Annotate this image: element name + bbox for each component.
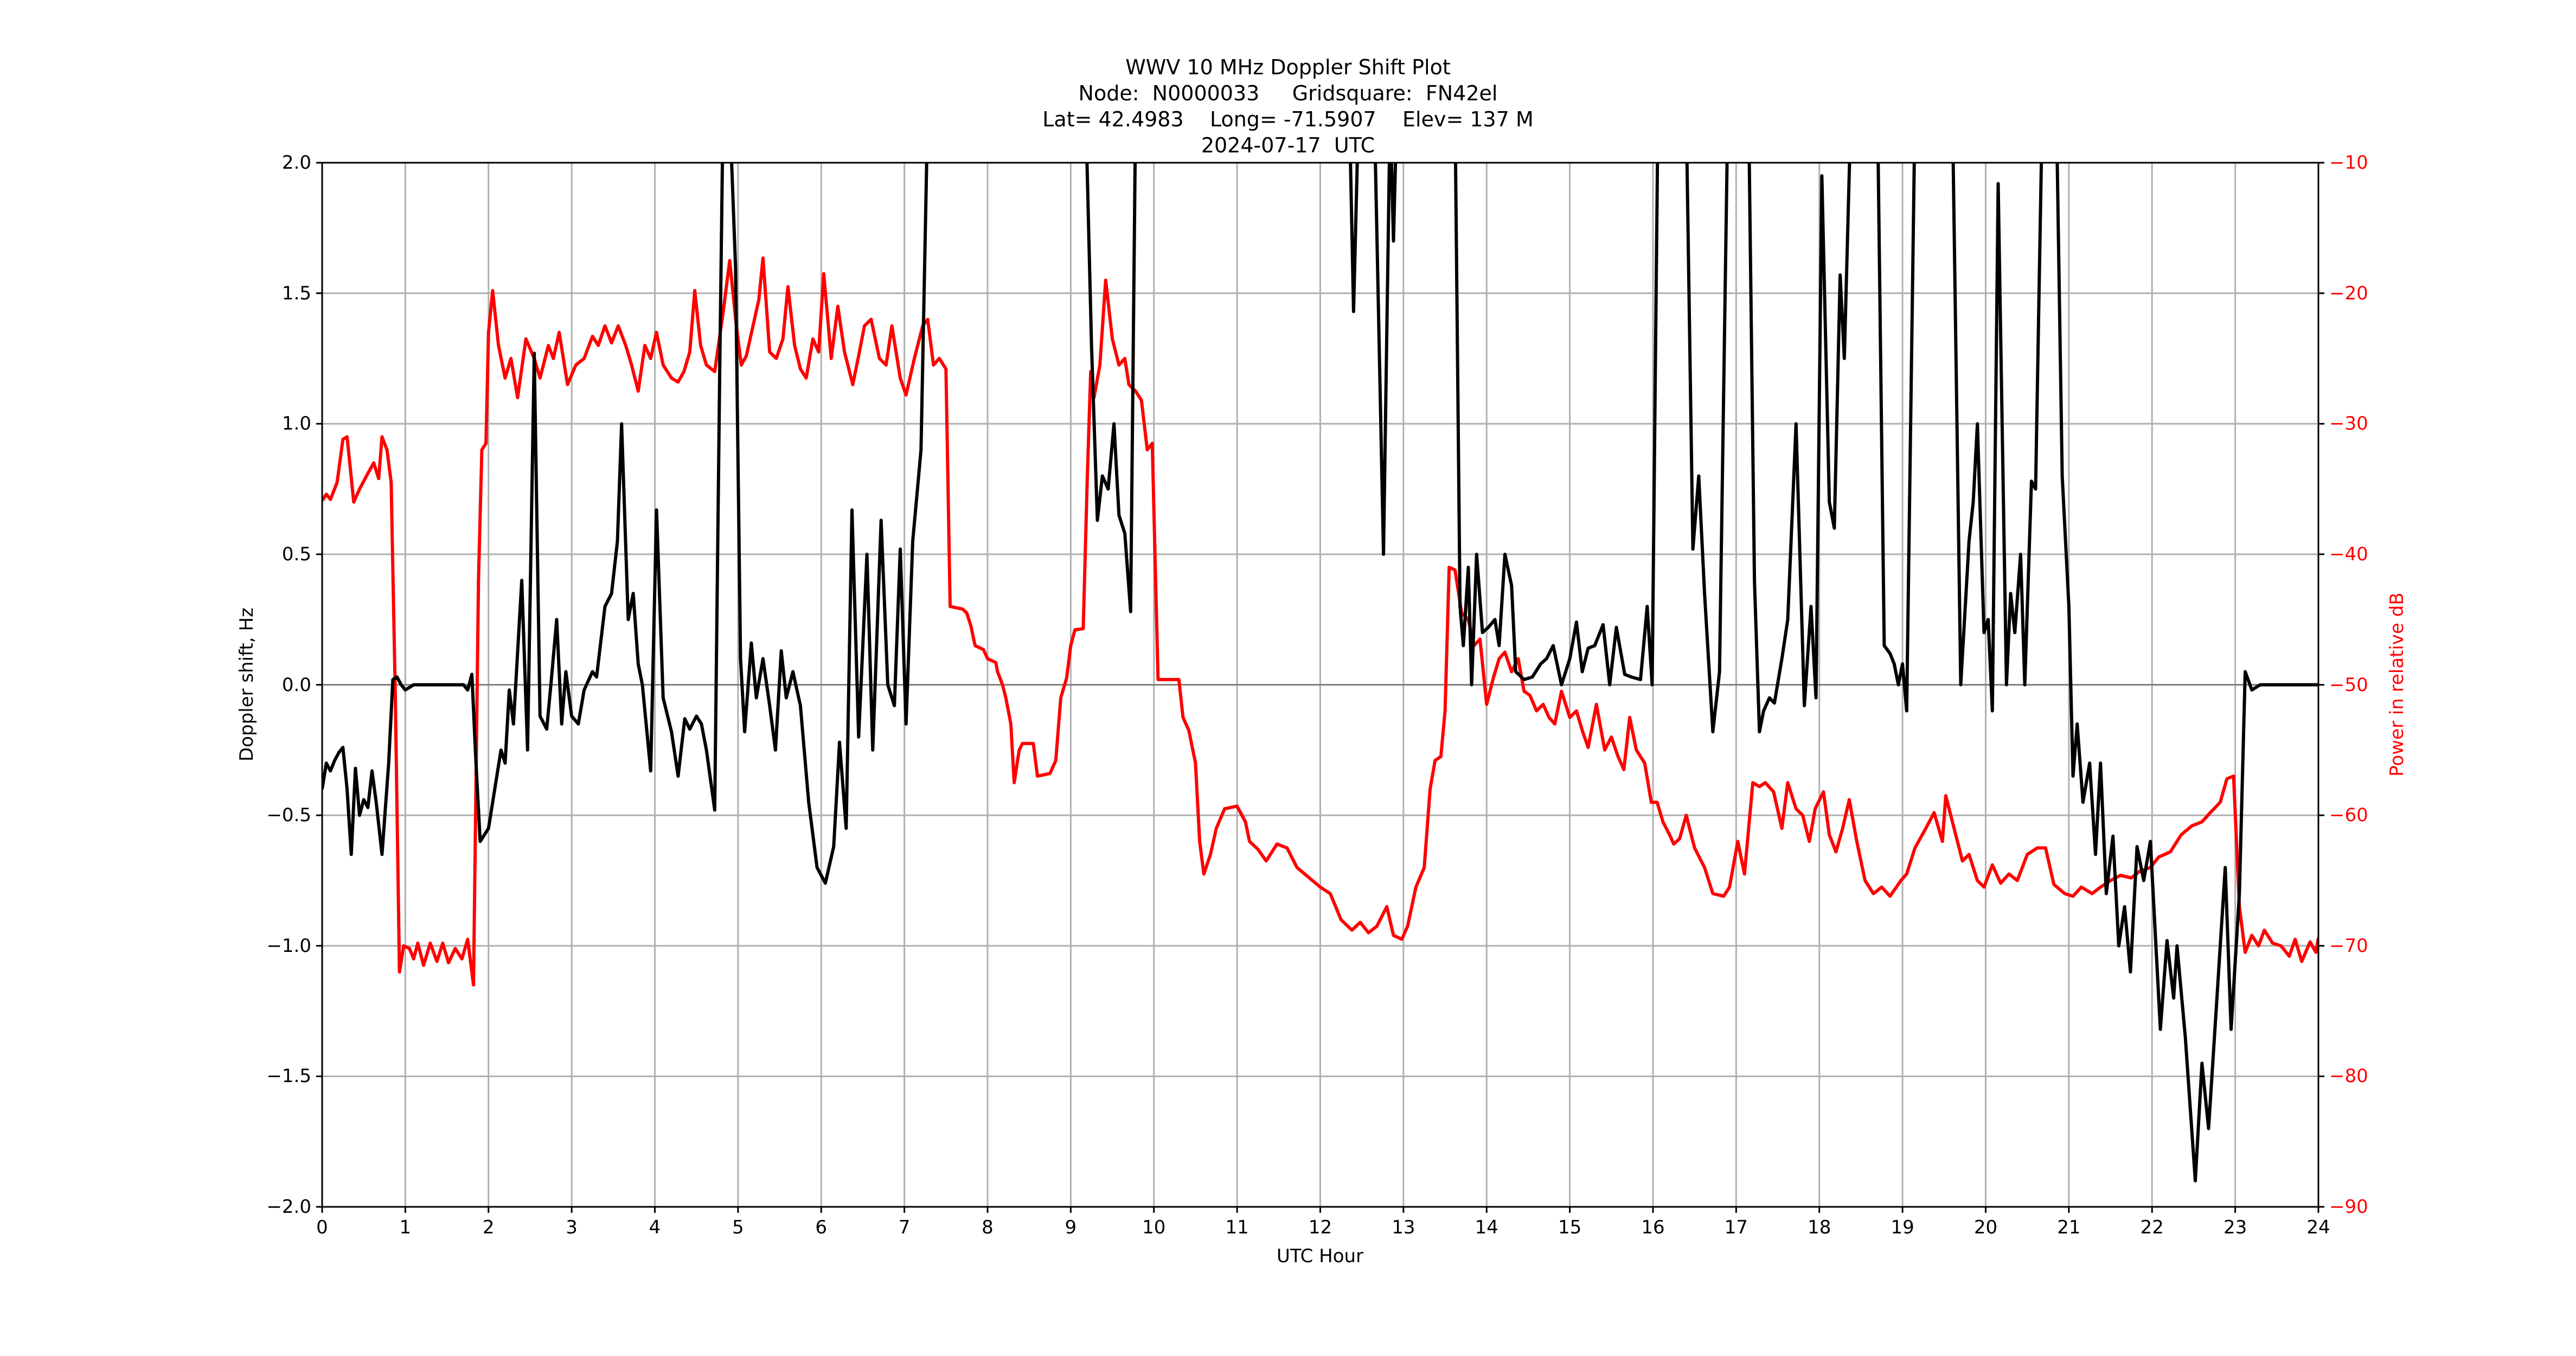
x-tick-label: 3 bbox=[566, 1217, 578, 1238]
chart-subtitle-location: Lat= 42.4983 Long= -71.5907 Elev= 137 M bbox=[1042, 107, 1534, 131]
right-y-tick-label: −60 bbox=[2329, 804, 2368, 827]
x-tick-label: 7 bbox=[898, 1217, 911, 1238]
left-y-tick-label: 0.5 bbox=[281, 543, 311, 565]
x-tick-label: 17 bbox=[1724, 1217, 1748, 1238]
x-tick-label: 12 bbox=[1308, 1217, 1332, 1238]
left-y-tick-label: −1.5 bbox=[266, 1065, 311, 1088]
right-y-tick-label: −40 bbox=[2329, 543, 2368, 565]
y-axis-label-left: Doppler shift, Hz bbox=[236, 607, 258, 762]
right-y-tick-label: −10 bbox=[2329, 152, 2368, 174]
x-tick-label: 0 bbox=[316, 1217, 328, 1238]
x-tick-label: 22 bbox=[2140, 1217, 2164, 1238]
x-tick-label: 10 bbox=[1142, 1217, 1166, 1238]
left-y-tick-label: 2.0 bbox=[281, 152, 311, 174]
x-tick-label: 24 bbox=[2306, 1217, 2330, 1238]
left-y-tick-label: −0.5 bbox=[266, 804, 311, 827]
x-tick-label: 19 bbox=[1891, 1217, 1914, 1238]
right-y-tick-label: −90 bbox=[2329, 1196, 2368, 1218]
left-y-tick-label: 0.0 bbox=[281, 674, 311, 696]
chart-subtitle-date: 2024-07-17 UTC bbox=[1201, 133, 1375, 157]
x-tick-label: 14 bbox=[1475, 1217, 1498, 1238]
x-tick-label: 20 bbox=[1973, 1217, 1998, 1238]
y-axis-label-right: Power in relative dB bbox=[2386, 592, 2408, 777]
x-tick-label: 13 bbox=[1392, 1217, 1415, 1238]
left-y-tick-label: 1.0 bbox=[281, 413, 311, 435]
x-tick-label: 2 bbox=[482, 1217, 495, 1238]
x-tick-label: 23 bbox=[2223, 1217, 2247, 1238]
right-y-tick-label: −80 bbox=[2329, 1065, 2368, 1088]
x-tick-label: 9 bbox=[1065, 1217, 1077, 1238]
left-y-tick-label: 1.5 bbox=[281, 282, 311, 304]
chart-title: WWV 10 MHz Doppler Shift Plot bbox=[1125, 55, 1451, 79]
left-y-tick-label: −2.0 bbox=[266, 1196, 311, 1218]
x-tick-label: 1 bbox=[399, 1217, 412, 1238]
right-y-tick-label: −50 bbox=[2329, 674, 2368, 696]
doppler-series-line bbox=[322, 163, 2318, 1182]
x-axis-label: UTC Hour bbox=[1276, 1245, 1364, 1267]
x-tick-label: 8 bbox=[982, 1217, 994, 1238]
right-y-tick-label: −20 bbox=[2329, 282, 2368, 304]
left-y-tick-label: −1.0 bbox=[266, 935, 311, 957]
x-tick-label: 16 bbox=[1641, 1217, 1665, 1238]
x-tick-label: 18 bbox=[1808, 1217, 1831, 1238]
right-y-tick-label: −30 bbox=[2329, 413, 2368, 435]
chart-subtitle-node: Node: N0000033 Gridsquare: FN42el bbox=[1078, 81, 1498, 105]
tick-marks bbox=[316, 162, 2324, 1213]
grid-lines bbox=[322, 163, 2318, 1207]
x-tick-label: 21 bbox=[2057, 1217, 2081, 1238]
x-tick-label: 15 bbox=[1558, 1217, 1582, 1238]
x-tick-label: 4 bbox=[649, 1217, 661, 1238]
x-tick-label: 11 bbox=[1225, 1217, 1249, 1238]
x-tick-label: 5 bbox=[732, 1217, 744, 1238]
power-series-line bbox=[322, 256, 2318, 987]
right-y-tick-label: −70 bbox=[2329, 935, 2368, 957]
x-tick-label: 6 bbox=[815, 1217, 828, 1238]
chart-title-block: WWV 10 MHz Doppler Shift Plot Node: N000… bbox=[0, 54, 2576, 158]
